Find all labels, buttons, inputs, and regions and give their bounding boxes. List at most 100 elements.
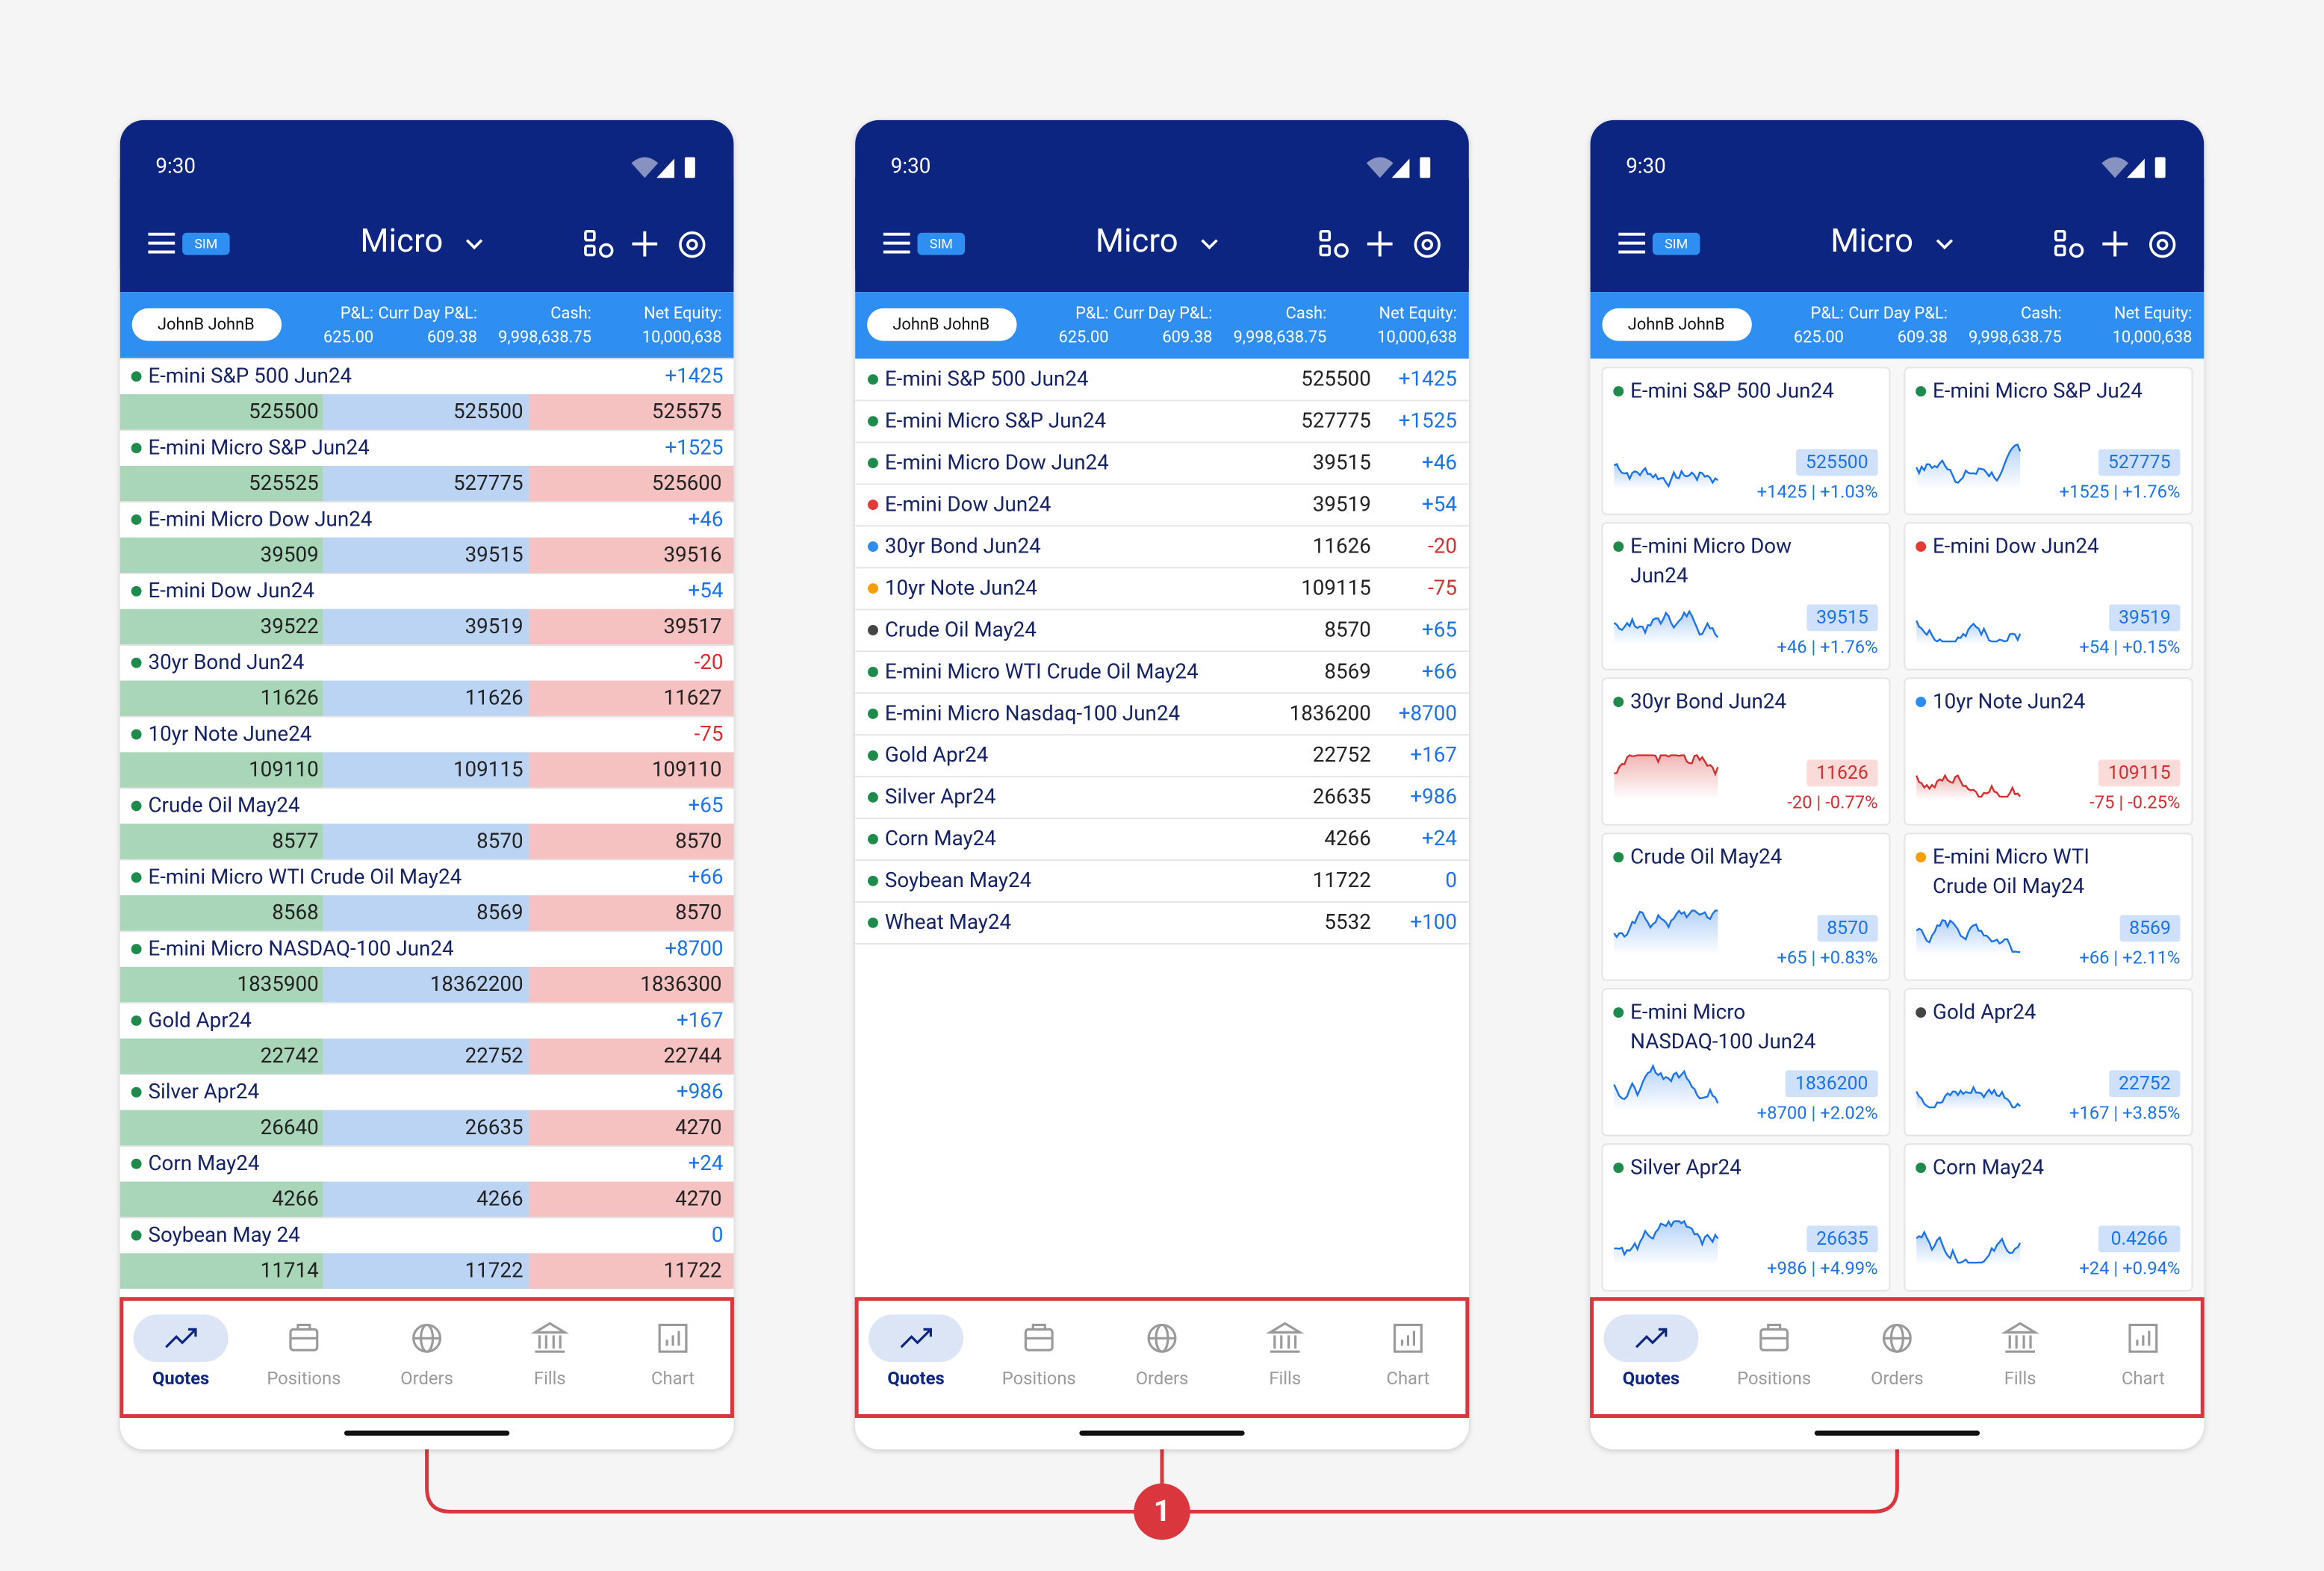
add-icon[interactable] <box>2102 231 2128 257</box>
icon-part <box>1319 244 1332 257</box>
quote-card[interactable]: Silver Apr24 26635 +986 | +4.99% <box>1601 1143 1891 1292</box>
nav-tab[interactable]: Quotes <box>1603 1314 1699 1390</box>
workspace-title[interactable]: Micro <box>1096 221 1178 260</box>
instrument-name[interactable]: Soybean May 24 <box>148 1222 299 1247</box>
nav-tab[interactable]: Fills <box>530 1322 569 1389</box>
instrument-name[interactable]: Crude Oil May24 <box>885 617 1037 641</box>
account-pill[interactable] <box>867 308 1017 341</box>
instrument-name[interactable]: 10yr Note Jun24 <box>885 575 1037 600</box>
quote-card[interactable]: 30yr Bond Jun24 11626 -20 | -0.77% <box>1601 677 1891 826</box>
quote-card[interactable]: E-mini S&P 500 Jun24 525500 +1425 | +1.03% <box>1601 367 1891 515</box>
nav-tab[interactable]: Chart <box>2122 1323 2165 1389</box>
instrument-name[interactable]: 10yr Note June24 <box>148 721 311 746</box>
quote-card[interactable]: E-mini Micro WTI Crude Oil May24 8569 +66 |… <box>1904 833 2193 981</box>
status-dot <box>131 800 142 812</box>
instrument-name[interactable]: E-mini Micro Nasdaq-100 Jun24 <box>885 700 1180 725</box>
net-change: +46 <box>689 506 724 531</box>
instrument-name: Corn May24 <box>1933 1154 2044 1179</box>
instrument-name[interactable]: E-mini Micro S&P Jun24 <box>148 435 369 459</box>
account-pill[interactable] <box>1602 308 1752 341</box>
nav-tab[interactable]: Quotes <box>869 1314 964 1390</box>
nav-tab[interactable]: Orders <box>400 1323 453 1389</box>
instrument-name[interactable]: Corn May24 <box>148 1151 259 1175</box>
status-dot <box>1613 541 1624 553</box>
status-dot <box>1916 852 1927 863</box>
quote-card[interactable]: E-mini Dow Jun24 39519 +54 | +0.15% <box>1904 522 2193 671</box>
workspace-title[interactable]: Micro <box>360 221 443 260</box>
instrument-name[interactable]: Soybean May24 <box>885 868 1031 892</box>
nav-label: Positions <box>267 1368 341 1389</box>
quote-card[interactable]: Gold Apr24 22752 +167 | +3.85% <box>1904 988 2193 1136</box>
nav-tab[interactable]: Chart <box>651 1323 695 1389</box>
chevron-icon[interactable] <box>465 239 483 250</box>
last-cell <box>323 537 529 573</box>
instrument-name[interactable]: Wheat May24 <box>885 909 1011 934</box>
last-cell <box>323 1253 529 1290</box>
quote-card[interactable]: 10yr Note Jun24 109115 -75 | -0.25% <box>1904 677 2193 826</box>
instrument-name[interactable]: Silver Apr24 <box>885 784 996 809</box>
chevron-icon[interactable] <box>1201 239 1218 250</box>
account-pill[interactable] <box>131 308 282 341</box>
stat-label: P&L: <box>341 305 373 323</box>
instrument-name[interactable]: E-mini Dow Jun24 <box>148 578 314 603</box>
status-time: 9:30 <box>891 154 931 178</box>
instrument-name[interactable]: E-mini Dow Jun24 <box>885 491 1051 516</box>
nav-tab[interactable]: Orders <box>1136 1323 1189 1389</box>
nav-tab[interactable]: Positions <box>267 1323 341 1389</box>
instrument-name[interactable]: E-mini S&P 500 Jun24 <box>148 364 352 388</box>
quote-card[interactable]: E-mini Micro S&P Ju24 527775 +1525 | +1.76… <box>1904 367 2193 515</box>
instrument-name[interactable]: E-mini Micro WTI Crude Oil May24 <box>148 865 462 889</box>
quote-card[interactable]: Corn May24 0.4266 +24 | +0.94% <box>1904 1143 2193 1292</box>
instrument-name[interactable]: 30yr Bond Jun24 <box>885 533 1041 558</box>
last-cell <box>323 824 529 859</box>
instrument-name[interactable]: E-mini S&P 500 Jun24 <box>885 367 1089 391</box>
instrument-name[interactable]: E-mini Micro Dow Jun24 <box>148 506 372 531</box>
last-price: 109115 <box>453 756 523 781</box>
status-dot <box>1613 386 1624 397</box>
workspace-title[interactable]: Micro <box>1830 221 1913 260</box>
layout-icon[interactable] <box>1319 229 1349 258</box>
nav-tab[interactable]: Positions <box>1002 1323 1076 1389</box>
sparkline <box>1614 1219 1719 1257</box>
nav-tab[interactable]: Fills <box>2001 1322 2039 1389</box>
quote-card[interactable]: E-mini Micro NASDAQ-100 Jun24 1836200 +8700… <box>1601 988 1891 1136</box>
nav-tab[interactable]: Orders <box>1871 1323 1924 1389</box>
bottom-nav <box>854 1297 1470 1418</box>
layout-icon[interactable] <box>584 229 614 258</box>
layout-icon[interactable] <box>2054 229 2084 258</box>
net-change: +1525 | +1.76% <box>2060 481 2181 502</box>
add-icon[interactable] <box>1367 231 1393 257</box>
instrument-name[interactable]: E-mini Micro Dow Jun24 <box>885 449 1109 474</box>
add-icon[interactable] <box>632 231 658 257</box>
nav-tab[interactable]: Chart <box>1386 1323 1429 1389</box>
sim-label: SIM <box>1665 236 1688 252</box>
instrument-name[interactable]: E-mini Micro S&P Jun24 <box>885 408 1106 432</box>
quote-card[interactable]: Crude Oil May24 8570 +65 | +0.83% <box>1601 833 1891 981</box>
ask-cell <box>529 824 734 859</box>
nav-tab[interactable]: Fills <box>1266 1322 1305 1389</box>
settings-icon[interactable] <box>1414 231 1441 258</box>
price-badge <box>2098 759 2181 787</box>
last-price: 11626 <box>1816 762 1868 784</box>
last-price: 109115 <box>2108 762 2171 784</box>
instrument-name[interactable]: Silver Apr24 <box>148 1079 259 1104</box>
quote-card[interactable]: E-mini Micro Dow Jun24 39515 +46 | +1.76% <box>1601 522 1891 671</box>
nav-tab[interactable]: Positions <box>1737 1323 1811 1389</box>
nav-icon <box>290 1323 317 1340</box>
instrument-name[interactable]: E-mini Micro WTI Crude Oil May24 <box>885 659 1199 683</box>
settings-icon[interactable] <box>2149 231 2176 258</box>
instrument-name[interactable]: Gold Apr24 <box>885 742 988 767</box>
instrument-name[interactable]: Gold Apr24 <box>148 1007 251 1032</box>
net-change: +54 <box>1422 491 1457 516</box>
instrument-name[interactable]: 30yr Bond Jun24 <box>148 650 304 674</box>
settings-icon[interactable] <box>679 231 706 258</box>
chevron-icon[interactable] <box>1936 239 1954 250</box>
instrument-name[interactable]: Crude Oil May24 <box>148 793 299 818</box>
status-dot <box>1916 386 1927 397</box>
status-dot <box>868 500 878 511</box>
instrument-name[interactable]: E-mini Micro NASDAQ-100 Jun24 <box>148 936 453 960</box>
nav-tab[interactable]: Quotes <box>133 1314 229 1390</box>
bid-cell <box>119 1038 323 1074</box>
net-change: +986 <box>677 1079 724 1104</box>
instrument-name[interactable]: Corn May24 <box>885 826 996 850</box>
